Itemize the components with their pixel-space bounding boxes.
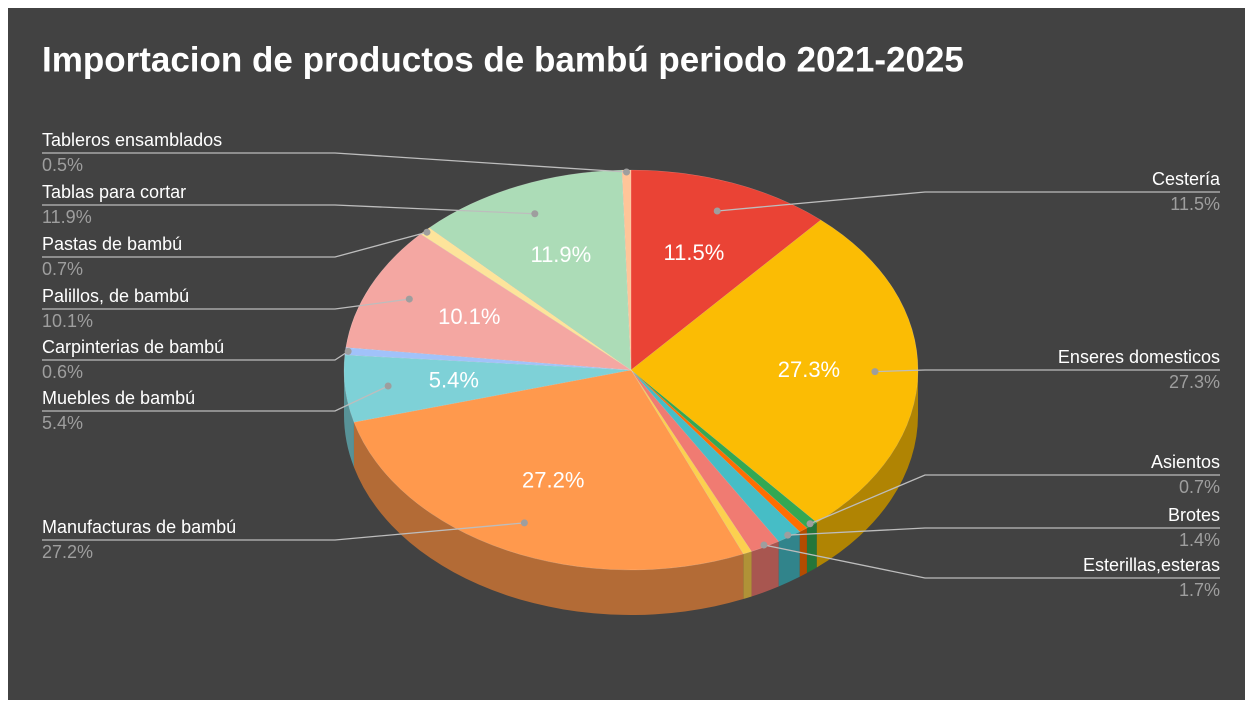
- legend-value: 0.5%: [42, 155, 83, 175]
- leader-line: [787, 527, 1220, 536]
- slice: [343, 354, 632, 423]
- slice: [345, 233, 632, 371]
- leader-dot: [423, 228, 431, 236]
- slice: [630, 219, 919, 523]
- legend-value: 1.7%: [1179, 580, 1220, 600]
- leader-line: [42, 385, 389, 412]
- slice-side: [751, 541, 779, 597]
- leader-dot: [623, 168, 631, 176]
- chart-title: Importacion de productos de bambú period…: [42, 40, 964, 79]
- leader-dot: [344, 347, 352, 355]
- slice-side: [743, 551, 752, 600]
- leader-dot: [806, 520, 814, 528]
- slice: [630, 369, 808, 533]
- legend-label: Palillos, de bambú: [42, 286, 189, 306]
- legend-value: 11.5%: [1170, 194, 1220, 214]
- slice-label: 27.3%: [778, 357, 840, 382]
- leader-dot: [531, 210, 539, 218]
- leader-dot: [784, 531, 792, 539]
- leader-dot: [713, 207, 721, 215]
- leader-dot: [760, 541, 768, 549]
- legend-label: Asientos: [1151, 452, 1220, 472]
- leader-dot: [520, 519, 528, 527]
- slice-label: 27.2%: [522, 467, 584, 492]
- legend-label: Tableros ensamblados: [42, 130, 222, 150]
- leader-line: [42, 298, 410, 310]
- leader-line: [42, 231, 428, 258]
- leader-line: [42, 204, 535, 215]
- legend-value: 0.7%: [1179, 477, 1220, 497]
- legend-value: 5.4%: [42, 413, 83, 433]
- slice-label: 11.5%: [664, 240, 725, 265]
- slice: [353, 369, 744, 571]
- leader-dot: [405, 295, 413, 303]
- slice-label: 5.4%: [429, 367, 479, 392]
- slice-side: [344, 370, 354, 468]
- slice-side: [353, 422, 744, 616]
- legend-value: 10.1%: [42, 311, 93, 331]
- legend-label: Brotes: [1168, 505, 1220, 525]
- legend-value: 27.3%: [1169, 372, 1220, 392]
- slice-label: 11.9%: [530, 242, 591, 267]
- legend-label: Cestería: [1152, 169, 1221, 189]
- leader-line: [42, 350, 349, 361]
- leader-line: [874, 369, 1220, 373]
- leader-dot: [384, 382, 392, 390]
- legend-value: 11.9%: [42, 207, 92, 227]
- legend-value: 27.2%: [42, 542, 93, 562]
- legend-value: 0.6%: [42, 362, 83, 382]
- slice: [630, 369, 752, 555]
- leader-line: [42, 152, 627, 173]
- leader-line: [763, 544, 1220, 579]
- slice-side: [816, 370, 918, 568]
- legend-value: 0.7%: [42, 259, 83, 279]
- slice-side: [778, 531, 800, 587]
- legend-label: Tablas para cortar: [42, 182, 186, 202]
- legend-label: Esterillas,esteras: [1083, 555, 1220, 575]
- slice-label: 10.1%: [438, 304, 500, 329]
- slice-side: [806, 522, 817, 574]
- legend-label: Carpinterias de bambú: [42, 337, 224, 357]
- slice: [630, 169, 822, 371]
- legend-label: Muebles de bambú: [42, 388, 195, 408]
- legend-label: Manufacturas de bambú: [42, 517, 236, 537]
- legend-label: Enseres domesticos: [1058, 347, 1220, 367]
- legend-label: Pastas de bambú: [42, 234, 182, 254]
- leader-line: [717, 191, 1220, 212]
- legend-value: 1.4%: [1179, 530, 1220, 550]
- leader-line: [42, 522, 525, 541]
- leader-dot: [871, 368, 879, 376]
- leader-line: [809, 474, 1220, 525]
